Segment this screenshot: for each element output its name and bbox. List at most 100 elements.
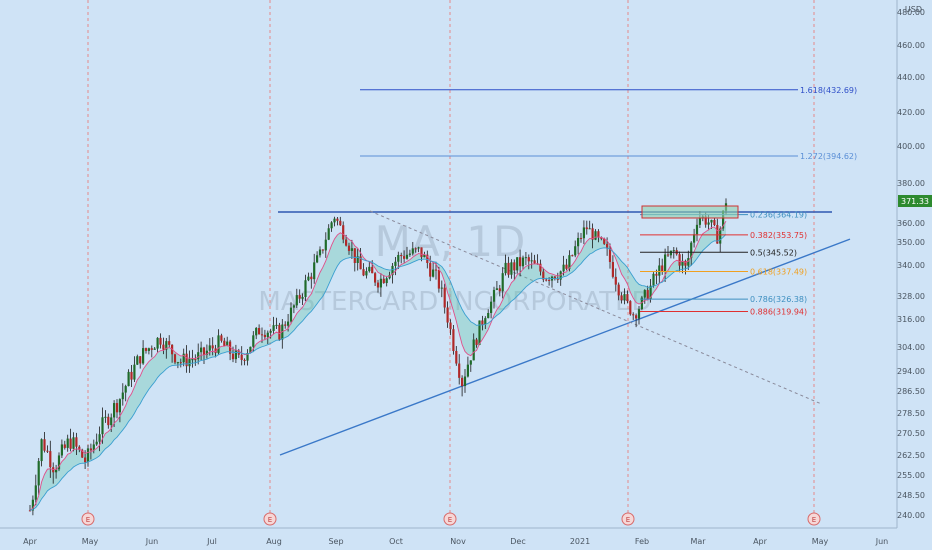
- fib-level-0.786[interactable]: 0.786(326.38): [640, 295, 807, 304]
- candle: [121, 383, 124, 406]
- candle: [637, 306, 641, 325]
- candle-body: [588, 228, 591, 230]
- candle-body: [339, 220, 342, 226]
- y-tick-label: 294.00: [897, 367, 925, 376]
- candle-body: [153, 348, 156, 350]
- y-tick-label: 248.50: [897, 491, 925, 500]
- fib-level-0.382[interactable]: 0.382(353.75): [640, 231, 807, 240]
- candle: [501, 267, 504, 299]
- x-tick-label: Sep: [328, 537, 343, 546]
- fib-level-0.886[interactable]: 0.886(319.94): [640, 307, 807, 316]
- candle-body: [165, 341, 168, 350]
- candle-body: [548, 279, 551, 281]
- candle-body: [258, 328, 261, 335]
- x-tick-label: Apr: [23, 537, 38, 546]
- candle: [385, 276, 388, 287]
- candle: [626, 290, 629, 304]
- candle-body: [608, 248, 612, 263]
- candle-body: [173, 354, 177, 363]
- candle-body: [539, 263, 542, 272]
- candle-body: [492, 289, 496, 302]
- candle: [72, 432, 75, 452]
- candle: [614, 268, 617, 292]
- last-price-value: 371.33: [901, 197, 929, 206]
- fib-label: 0.786(326.38): [750, 295, 807, 304]
- candle-body: [577, 237, 580, 247]
- candle-body: [603, 238, 606, 244]
- candle-body: [719, 228, 722, 244]
- candle-body: [124, 386, 127, 393]
- candle-body: [490, 301, 493, 314]
- candle-body: [403, 256, 406, 259]
- y-tick-label: 360.00: [897, 219, 925, 228]
- ascending-trendline[interactable]: [279, 238, 851, 456]
- candle-body: [188, 359, 191, 367]
- y-tick-label: 350.00: [897, 238, 925, 247]
- y-tick-label: 240.00: [897, 511, 925, 520]
- candle-body: [139, 356, 142, 364]
- candle-body: [484, 318, 487, 325]
- candle: [339, 216, 342, 226]
- candle-body: [240, 354, 243, 360]
- candle-body: [426, 254, 429, 264]
- earnings-marker-1[interactable]: E: [263, 512, 277, 526]
- fib-level-0.5[interactable]: 0.5(345.52): [640, 248, 797, 257]
- candle-body: [666, 254, 670, 256]
- earnings-marker-2[interactable]: E: [443, 512, 457, 526]
- candle-body: [272, 325, 275, 331]
- candle: [115, 399, 119, 419]
- candle: [539, 259, 542, 276]
- candle: [144, 347, 148, 354]
- candle: [40, 438, 43, 467]
- earnings-marker-label: E: [86, 516, 90, 524]
- candle: [452, 325, 455, 355]
- candle-body: [414, 248, 417, 250]
- candle-body: [136, 356, 139, 365]
- candle-body: [142, 348, 145, 364]
- fib-level-0.618[interactable]: 0.618(337.49): [640, 267, 807, 276]
- candle-body: [487, 313, 490, 319]
- candle: [632, 312, 635, 320]
- fib-label: 0.618(337.49): [750, 267, 807, 276]
- candle-body: [368, 266, 371, 272]
- candle-body: [78, 446, 81, 450]
- fib-level-1.618[interactable]: 1.618(432.69): [360, 86, 857, 95]
- candle: [240, 346, 243, 366]
- earnings-marker-circle: [263, 512, 277, 526]
- candle: [310, 272, 313, 289]
- earnings-marker-4[interactable]: E: [807, 512, 821, 526]
- y-tick-label: 400.00: [897, 142, 925, 151]
- candle: [472, 333, 475, 361]
- earnings-vertical-lines: [87, 0, 815, 528]
- candle: [307, 272, 310, 282]
- x-tick-label: Jun: [875, 537, 889, 546]
- earnings-marker-0[interactable]: E: [81, 512, 95, 526]
- candle-body: [446, 307, 449, 323]
- fib-level-1.272[interactable]: 1.272(394.62): [360, 152, 857, 161]
- candle-body: [75, 437, 78, 447]
- y-tick-label: 420.00: [897, 108, 925, 117]
- candle-body: [81, 449, 84, 458]
- candle: [350, 239, 353, 259]
- candle: [63, 440, 66, 450]
- candle: [330, 221, 333, 232]
- y-tick-label: 278.50: [897, 409, 925, 418]
- candle-body: [710, 219, 713, 223]
- breakout-zone[interactable]: [641, 205, 739, 219]
- candle-body: [84, 457, 87, 463]
- earnings-marker-3[interactable]: E: [621, 512, 635, 526]
- candle: [446, 301, 449, 328]
- candle-body: [582, 227, 585, 239]
- candle: [153, 347, 156, 350]
- candle-body: [34, 485, 37, 500]
- candle-body: [408, 253, 411, 255]
- candle-body: [379, 278, 382, 288]
- candle-body: [115, 403, 119, 413]
- last-price-badge: 371.33: [898, 195, 932, 207]
- candle: [527, 254, 530, 270]
- candle: [449, 319, 452, 336]
- candle: [623, 288, 626, 305]
- candle-body: [118, 399, 121, 413]
- candle-body: [594, 231, 597, 240]
